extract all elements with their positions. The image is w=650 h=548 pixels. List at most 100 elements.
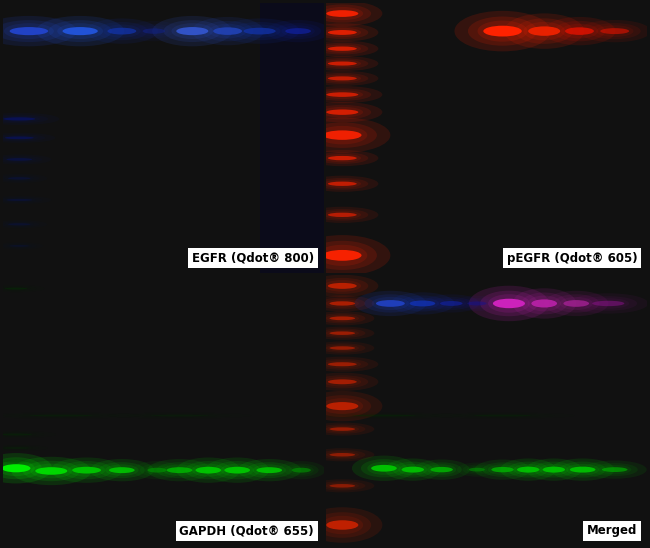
Ellipse shape — [306, 207, 378, 223]
Ellipse shape — [330, 346, 355, 350]
Ellipse shape — [532, 299, 557, 307]
Ellipse shape — [294, 235, 391, 276]
Ellipse shape — [361, 459, 407, 477]
Ellipse shape — [306, 357, 378, 372]
Ellipse shape — [0, 20, 64, 42]
Ellipse shape — [0, 115, 48, 123]
Ellipse shape — [330, 332, 355, 335]
Ellipse shape — [6, 199, 32, 201]
Ellipse shape — [457, 463, 497, 477]
Ellipse shape — [474, 459, 530, 480]
Ellipse shape — [564, 300, 589, 307]
Ellipse shape — [561, 24, 598, 38]
Ellipse shape — [319, 343, 365, 353]
Ellipse shape — [231, 22, 289, 40]
Ellipse shape — [560, 461, 606, 478]
Ellipse shape — [328, 61, 357, 66]
Ellipse shape — [528, 295, 561, 311]
Ellipse shape — [172, 23, 213, 39]
Ellipse shape — [469, 286, 549, 321]
Ellipse shape — [437, 299, 466, 308]
Ellipse shape — [330, 316, 355, 320]
Ellipse shape — [278, 461, 325, 480]
Ellipse shape — [528, 26, 560, 36]
Ellipse shape — [592, 463, 638, 476]
Ellipse shape — [256, 467, 282, 473]
Ellipse shape — [103, 25, 140, 38]
Ellipse shape — [310, 311, 374, 326]
Ellipse shape — [484, 26, 522, 37]
Ellipse shape — [317, 245, 367, 266]
Ellipse shape — [322, 90, 363, 99]
Ellipse shape — [205, 458, 269, 483]
Ellipse shape — [35, 467, 68, 475]
Ellipse shape — [0, 433, 32, 436]
Ellipse shape — [460, 298, 494, 309]
Ellipse shape — [302, 1, 382, 26]
Ellipse shape — [326, 299, 359, 307]
Ellipse shape — [367, 461, 400, 475]
Ellipse shape — [239, 25, 280, 38]
Ellipse shape — [467, 301, 486, 305]
Ellipse shape — [99, 462, 145, 478]
Ellipse shape — [328, 213, 357, 217]
Ellipse shape — [323, 130, 361, 140]
Ellipse shape — [478, 21, 528, 42]
Ellipse shape — [323, 250, 361, 261]
Ellipse shape — [317, 126, 367, 144]
Ellipse shape — [317, 359, 369, 370]
Ellipse shape — [480, 290, 538, 316]
Ellipse shape — [326, 452, 359, 458]
Ellipse shape — [322, 7, 363, 20]
Ellipse shape — [413, 459, 470, 480]
Ellipse shape — [324, 210, 361, 219]
Ellipse shape — [319, 450, 365, 459]
Ellipse shape — [3, 447, 29, 449]
Ellipse shape — [86, 19, 158, 44]
Ellipse shape — [431, 297, 471, 310]
Ellipse shape — [144, 465, 170, 475]
Ellipse shape — [246, 462, 292, 478]
Ellipse shape — [107, 28, 136, 35]
Ellipse shape — [134, 24, 174, 38]
Ellipse shape — [328, 379, 357, 384]
Ellipse shape — [328, 362, 357, 366]
Ellipse shape — [151, 415, 209, 416]
Ellipse shape — [310, 448, 374, 461]
Ellipse shape — [582, 460, 647, 479]
Ellipse shape — [402, 467, 424, 472]
Ellipse shape — [313, 512, 371, 538]
Ellipse shape — [385, 459, 441, 481]
Ellipse shape — [185, 461, 231, 480]
Ellipse shape — [324, 75, 361, 82]
Ellipse shape — [330, 427, 355, 431]
Ellipse shape — [224, 467, 250, 473]
Ellipse shape — [554, 21, 605, 41]
Ellipse shape — [324, 280, 361, 292]
Ellipse shape — [72, 467, 101, 473]
Ellipse shape — [313, 88, 371, 101]
Ellipse shape — [560, 297, 593, 310]
Ellipse shape — [398, 464, 428, 476]
Ellipse shape — [326, 10, 358, 17]
Ellipse shape — [319, 298, 365, 309]
Ellipse shape — [468, 16, 537, 45]
Ellipse shape — [90, 459, 154, 481]
Ellipse shape — [570, 467, 595, 472]
Ellipse shape — [244, 28, 276, 35]
Ellipse shape — [427, 464, 456, 475]
Ellipse shape — [0, 113, 59, 125]
Ellipse shape — [464, 300, 489, 307]
Ellipse shape — [266, 20, 330, 42]
Ellipse shape — [463, 465, 491, 475]
Ellipse shape — [326, 482, 359, 489]
Ellipse shape — [317, 375, 369, 389]
Ellipse shape — [192, 17, 264, 45]
Ellipse shape — [307, 241, 377, 270]
Ellipse shape — [372, 297, 409, 310]
Ellipse shape — [467, 466, 488, 473]
Ellipse shape — [68, 464, 105, 477]
Ellipse shape — [551, 459, 615, 481]
Ellipse shape — [317, 43, 369, 54]
Ellipse shape — [515, 18, 573, 44]
